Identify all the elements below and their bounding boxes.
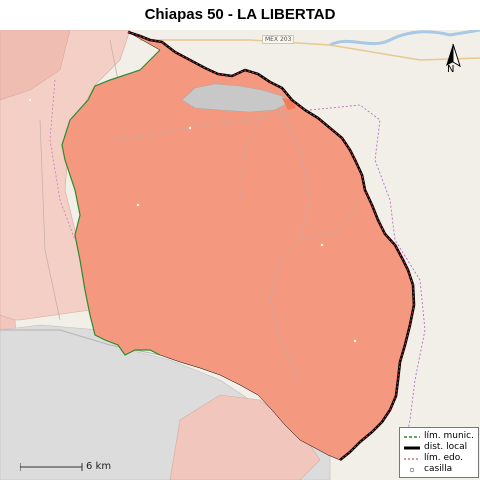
thick-line-icon [404,446,420,449]
internal-road [109,111,291,141]
casilla-marker [28,98,32,102]
dashed-line-icon [404,458,420,459]
internal-road [269,109,311,381]
state-boundary [309,104,426,471]
legend-item-casilla: casilla [404,464,452,475]
casilla-marker [353,339,357,343]
legend-item-district: dist. local [404,442,467,453]
municipal-boundary [61,49,161,356]
casilla-marker [320,243,324,247]
casilla-marker [136,203,140,207]
internal-road [239,109,266,201]
scale-label: 6 km [86,461,112,472]
legend-item-municipal: lím. munic. [404,431,474,442]
legend-label: dist. local [424,442,468,452]
dashed-line-icon [404,435,420,438]
highway-label: MEX 203 [262,35,295,44]
legend-label: casilla [424,464,453,474]
legend-item-state: lím. edo. [404,453,463,464]
map-title: Chiapas 50 - LA LIBERTAD [144,6,336,23]
neighbor-area-northwest [0,30,71,101]
road [39,119,61,321]
scale-bar [19,460,90,474]
internal-road [299,199,361,241]
legend-label: lím. munic. [424,431,474,441]
north-arrow-icon [446,43,461,68]
north-label: N [447,64,455,75]
casilla-marker [188,126,192,130]
highway [140,39,480,61]
legend-label: lím. edo. [424,453,463,463]
district-boundary [127,30,416,462]
scale-bar-icon [19,463,83,471]
dot-icon [409,467,415,472]
north-arrow [436,42,470,82]
map-legend: lím. munic. dist. local lím. edo. casill… [399,427,479,478]
map-canvas[interactable] [0,30,480,480]
river [329,30,480,47]
